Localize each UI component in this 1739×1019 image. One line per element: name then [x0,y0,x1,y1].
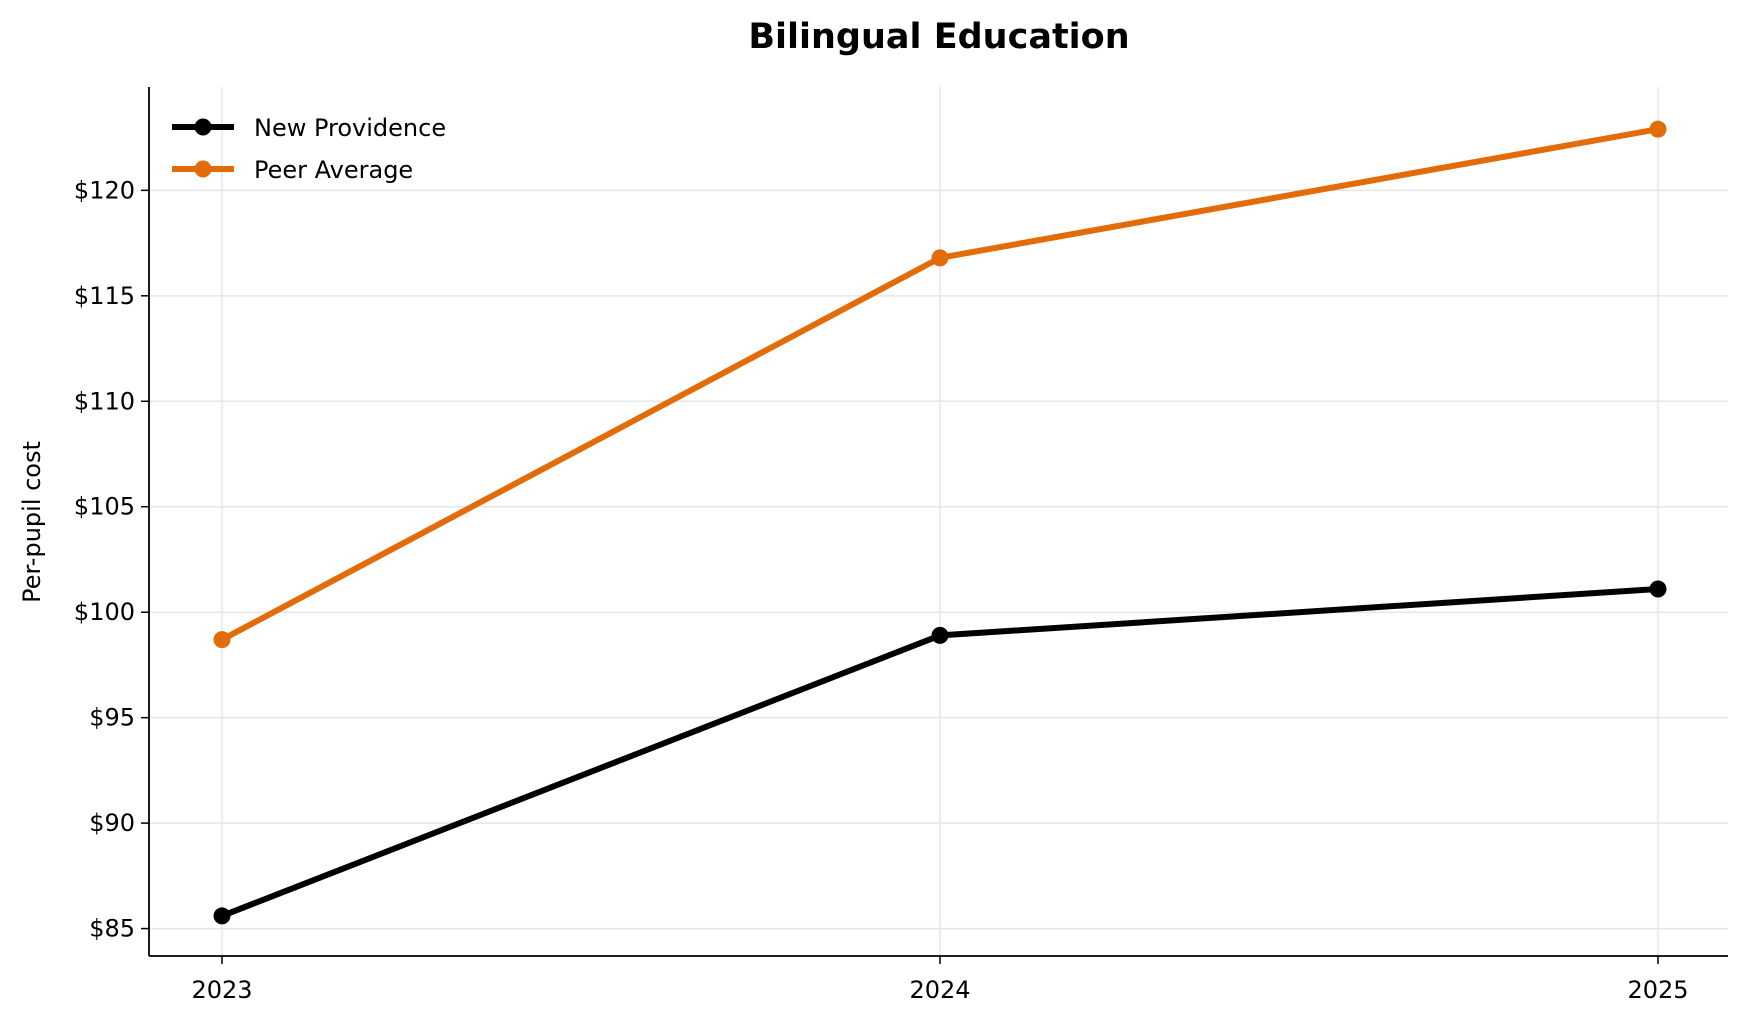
data-point [1649,580,1667,598]
data-point [931,626,949,644]
y-tick-label: $85 [89,915,135,943]
data-point [213,907,231,925]
data-point [213,631,231,649]
x-tick-label: 2024 [909,976,970,1004]
legend: New Providence Peer Average [172,114,446,184]
chart-title: Bilingual Education [748,17,1129,57]
y-tick-label: $100 [74,598,135,626]
legend-label: Peer Average [254,156,413,184]
y-axis-label: Per-pupil cost [18,441,46,603]
data-point [931,249,949,267]
y-tick-label: $115 [74,282,135,310]
legend-label: New Providence [254,114,446,142]
data-point [1649,120,1667,138]
x-tick-label: 2025 [1627,976,1688,1004]
y-tick-label: $110 [74,387,135,415]
y-tick-label: $95 [89,704,135,732]
y-tick-label: $90 [89,809,135,837]
y-tick-label: $120 [74,176,135,204]
legend-marker [194,160,212,178]
y-tick-label: $105 [74,493,135,521]
legend-marker [194,118,212,136]
x-tick-label: 2023 [191,976,252,1004]
